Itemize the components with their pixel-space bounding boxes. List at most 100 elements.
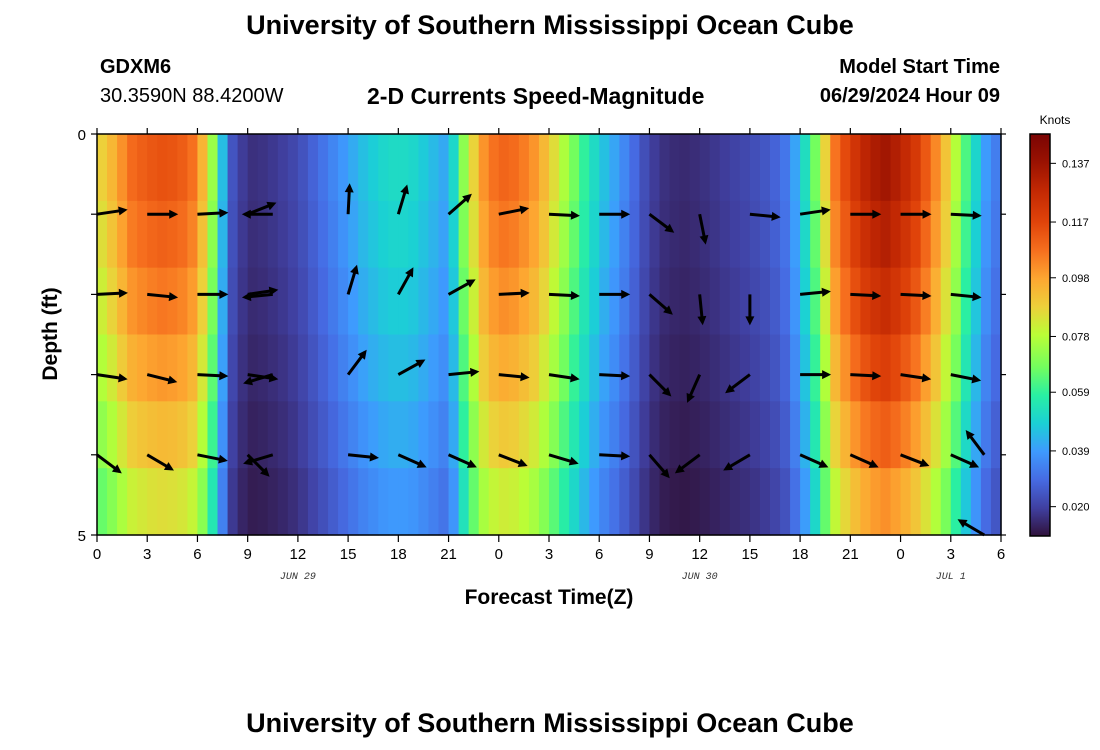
heatmap-cell xyxy=(257,401,269,469)
heatmap-cell xyxy=(599,401,610,469)
heatmap-cell xyxy=(187,134,199,202)
heatmap-cell xyxy=(870,200,882,269)
heatmap-cell xyxy=(508,200,520,269)
heatmap-cell xyxy=(498,200,510,269)
heatmap-cell xyxy=(880,468,892,536)
heatmap-cell xyxy=(890,334,902,402)
heatmap-cell xyxy=(820,200,831,269)
heatmap-cell xyxy=(769,334,781,402)
heatmap-cell xyxy=(177,334,188,402)
heatmap-cell xyxy=(709,200,721,269)
heatmap-cell xyxy=(538,334,550,402)
heatmap-cell xyxy=(619,334,630,402)
heatmap-cell xyxy=(287,468,299,536)
heatmap-cell xyxy=(900,267,912,336)
heatmap-cell xyxy=(328,401,339,469)
heatmap-cell xyxy=(549,134,560,202)
heatmap-cell xyxy=(950,267,962,336)
colorbar-tick-label: 0.117 xyxy=(1062,217,1089,229)
heatmap-cell xyxy=(780,468,791,536)
heatmap-cell xyxy=(639,401,651,469)
heatmap-cell xyxy=(860,267,872,336)
heatmap-cell xyxy=(267,334,279,402)
heatmap-cell xyxy=(850,134,861,202)
heatmap-cell xyxy=(368,134,379,202)
heatmap-cell xyxy=(207,134,219,202)
current-vector xyxy=(799,287,831,297)
heatmap-cell xyxy=(277,468,289,536)
heatmap-cell xyxy=(408,401,420,469)
heatmap-cell xyxy=(368,334,379,402)
heatmap-cell xyxy=(960,468,972,536)
heatmap-cell xyxy=(317,267,329,336)
current-vector xyxy=(950,292,982,302)
heatmap-cell xyxy=(267,401,279,469)
x-tick-label: 3 xyxy=(143,546,151,563)
heatmap-cell xyxy=(358,200,369,269)
heatmap-cell xyxy=(860,468,872,536)
heatmap-cell xyxy=(920,134,932,202)
heatmap-cell xyxy=(107,267,118,336)
x-tick-label: 15 xyxy=(340,546,357,563)
heatmap-cell xyxy=(287,134,299,202)
current-vector xyxy=(698,213,709,245)
heatmap-cell xyxy=(157,267,168,336)
heatmap-cell xyxy=(639,334,651,402)
heatmap-cell xyxy=(930,200,942,269)
heatmap-cell xyxy=(910,401,922,469)
heatmap-cell xyxy=(167,200,178,269)
heatmap-cell xyxy=(739,134,751,202)
heatmap-cell xyxy=(428,468,440,536)
heatmap-cell xyxy=(478,134,490,202)
heatmap-cell xyxy=(790,134,801,202)
heatmap-cell xyxy=(508,267,520,336)
heatmap-cell xyxy=(549,468,560,536)
heatmap-cell xyxy=(227,200,239,269)
colorbar-ticks: 0.137 0.117 0.098 0.078 0.059 0.039 0.020 xyxy=(1050,158,1090,514)
heatmap-cell xyxy=(549,334,560,402)
heatmap-cell xyxy=(870,134,882,202)
heatmap-cell xyxy=(569,134,580,202)
heatmap-cell xyxy=(538,401,550,469)
heatmap-cell xyxy=(920,401,932,469)
current-vector xyxy=(599,289,631,299)
heatmap-cell xyxy=(880,401,892,469)
heatmap-cell xyxy=(920,200,932,269)
heatmap-cell xyxy=(769,468,781,536)
heatmap-cell xyxy=(810,267,821,336)
heatmap-cell xyxy=(257,200,269,269)
heatmap-cell xyxy=(780,401,791,469)
heatmap-cell xyxy=(659,334,671,402)
heatmap-cell xyxy=(639,134,651,202)
heatmap-cell xyxy=(348,267,359,336)
heatmap-cell xyxy=(267,267,279,336)
heatmap-cell xyxy=(970,468,982,536)
current-vector xyxy=(599,209,631,219)
heatmap-cell xyxy=(970,200,982,269)
current-vector xyxy=(648,212,675,233)
heatmap-cell xyxy=(97,267,108,336)
heatmap-cell xyxy=(699,267,711,336)
heatmap-cell xyxy=(629,267,640,336)
heatmap-cell xyxy=(237,134,249,202)
heatmap-cell xyxy=(589,334,600,402)
heatmap-cell xyxy=(348,401,359,469)
heatmap-cell xyxy=(649,401,661,469)
heatmap-cell xyxy=(689,267,701,336)
heatmap-cell xyxy=(117,468,128,536)
heatmap-cell xyxy=(729,200,741,269)
heatmap-cell xyxy=(569,468,580,536)
current-vector xyxy=(96,288,128,298)
current-vector xyxy=(197,371,229,381)
heatmap-cell xyxy=(579,401,590,469)
heatmap-cell xyxy=(589,468,600,536)
current-vector xyxy=(243,373,274,386)
heatmap-cell xyxy=(478,267,490,336)
heatmap-cell xyxy=(719,200,731,269)
heatmap-cell xyxy=(317,401,329,469)
heatmap-cell xyxy=(980,267,992,336)
current-vector xyxy=(246,453,270,477)
heatmap-cell xyxy=(408,134,420,202)
heatmap-cell xyxy=(478,200,490,269)
heatmap-cell xyxy=(488,401,500,469)
